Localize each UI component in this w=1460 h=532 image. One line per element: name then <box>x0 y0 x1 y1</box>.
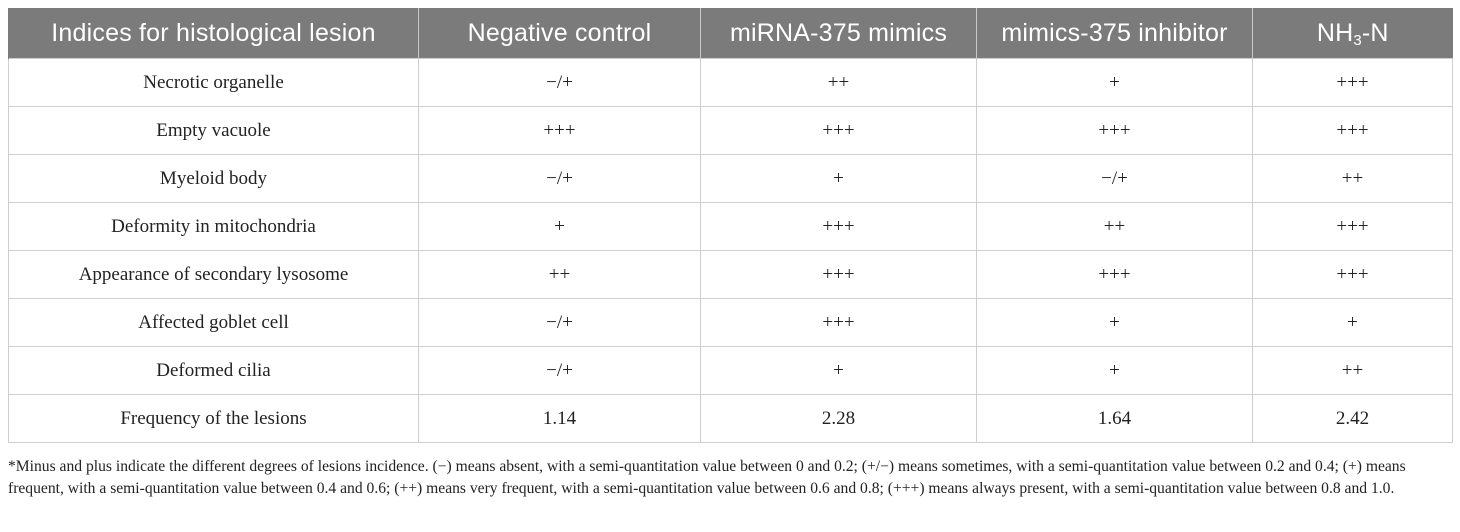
table-cell: ++ <box>1252 154 1453 203</box>
header-indices: Indices for histological lesion <box>8 8 419 59</box>
row-label-cell: Myeloid body <box>8 154 419 203</box>
table-cell: + <box>700 154 977 203</box>
table-row: Deformed cilia −/+ + + ++ <box>8 346 1453 395</box>
table-cell: + <box>418 202 701 251</box>
table-cell: +++ <box>700 298 977 347</box>
table-row: Affected goblet cell −/+ +++ + + <box>8 298 1453 347</box>
table-cell: ++ <box>1252 346 1453 395</box>
table-cell: +++ <box>700 106 977 155</box>
table-cell: ++ <box>976 202 1253 251</box>
table-cell: −/+ <box>418 154 701 203</box>
table-row: Frequency of the lesions 1.14 2.28 1.64 2.42 <box>8 394 1453 443</box>
table-cell: + <box>976 346 1253 395</box>
table-row: Appearance of secondary lysosome ++ +++ +++… <box>8 250 1453 299</box>
table-cell: 2.28 <box>700 394 977 443</box>
table-cell: +++ <box>418 106 701 155</box>
table-cell: +++ <box>700 250 977 299</box>
table-cell: +++ <box>1252 250 1453 299</box>
table-cell: 2.42 <box>1252 394 1453 443</box>
table-cell: +++ <box>1252 58 1453 107</box>
table-cell: + <box>976 298 1253 347</box>
table-row: Empty vacuole +++ +++ +++ +++ <box>8 106 1453 155</box>
row-label-cell: Deformity in mitochondria <box>8 202 419 251</box>
header-mimics-375-inhibitor: mimics-375 inhibitor <box>976 8 1253 59</box>
table-cell: +++ <box>700 202 977 251</box>
table-cell: −/+ <box>418 346 701 395</box>
row-label-cell: Necrotic organelle <box>8 58 419 107</box>
table-cell: −/+ <box>976 154 1253 203</box>
row-label-cell: Empty vacuole <box>8 106 419 155</box>
table-cell: −/+ <box>418 58 701 107</box>
row-label-cell: Deformed cilia <box>8 346 419 395</box>
table-cell: +++ <box>1252 202 1453 251</box>
table-row: Necrotic organelle −/+ ++ + +++ <box>8 58 1453 107</box>
histological-lesion-table: Indices for histological lesion Negative… <box>8 8 1453 443</box>
header-mirna-375-mimics: miRNA-375 mimics <box>700 8 977 59</box>
table-cell: ++ <box>418 250 701 299</box>
table-cell: + <box>1252 298 1453 347</box>
table-cell: + <box>976 58 1253 107</box>
table-cell: 1.64 <box>976 394 1253 443</box>
table-cell: +++ <box>976 250 1253 299</box>
table-row: Deformity in mitochondria + +++ ++ +++ <box>8 202 1453 251</box>
table-header: Indices for histological lesion Negative… <box>8 8 1453 59</box>
table-cell: +++ <box>1252 106 1453 155</box>
table-cell: 1.14 <box>418 394 701 443</box>
table-footnote: *Minus and plus indicate the different d… <box>8 458 1406 497</box>
header-negative-control: Negative control <box>418 8 701 59</box>
row-label-cell: Affected goblet cell <box>8 298 419 347</box>
table-row: Myeloid body −/+ + −/+ ++ <box>8 154 1453 203</box>
header-row: Indices for histological lesion Negative… <box>8 8 1453 59</box>
row-label-cell: Frequency of the lesions <box>8 394 419 443</box>
header-nh3-n: NH3-N <box>1252 8 1453 59</box>
row-label-cell: Appearance of secondary lysosome <box>8 250 419 299</box>
table-cell: ++ <box>700 58 977 107</box>
lesion-table-container: Indices for histological lesion Negative… <box>8 8 1453 443</box>
table-cell: −/+ <box>418 298 701 347</box>
table-cell: + <box>700 346 977 395</box>
table-cell: +++ <box>976 106 1253 155</box>
table-body: Necrotic organelle −/+ ++ + +++ Empty vacuole… <box>8 58 1453 443</box>
